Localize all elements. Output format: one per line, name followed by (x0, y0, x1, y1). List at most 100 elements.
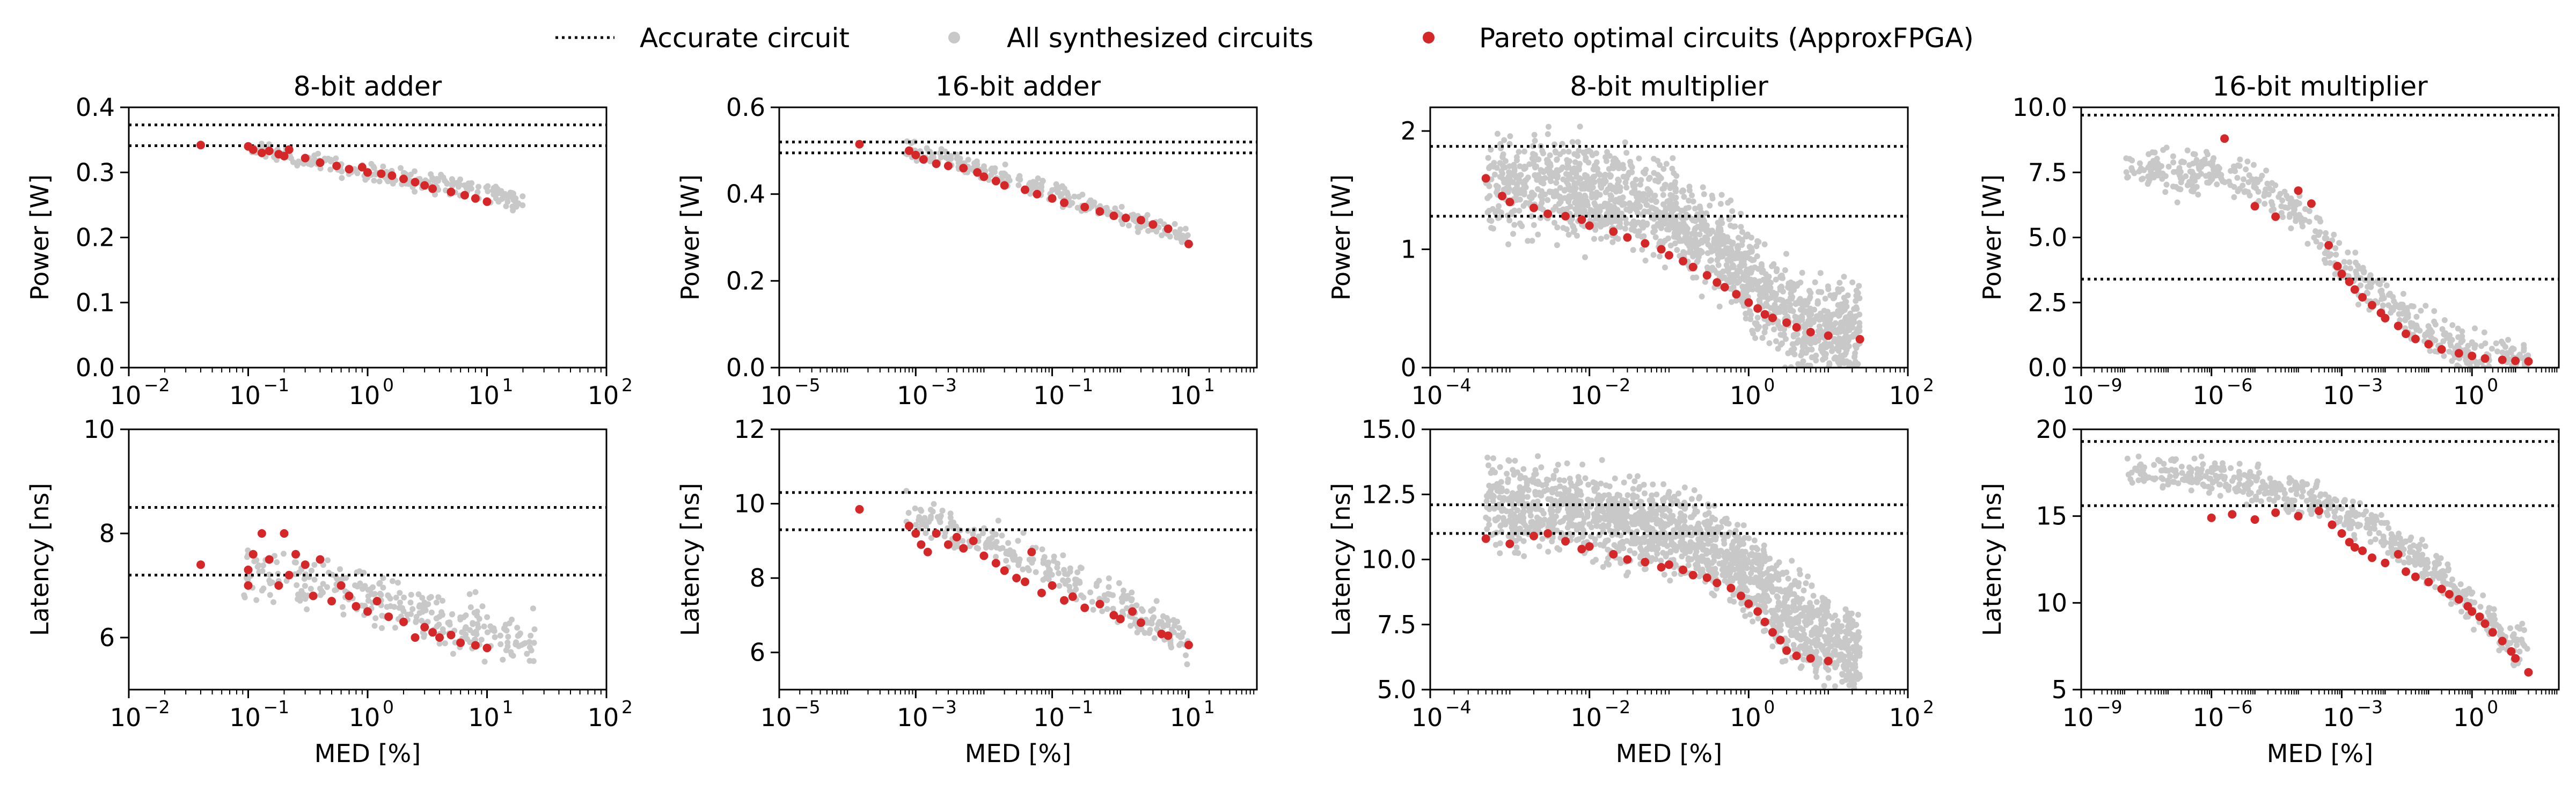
all-circuit-point (1627, 547, 1633, 554)
all-circuit-point (1631, 228, 1638, 234)
all-circuit-point (1598, 480, 1604, 487)
all-circuit-point (2431, 336, 2437, 343)
all-circuit-point (1818, 313, 1824, 319)
plot-area (129, 123, 606, 214)
all-circuit-point (440, 597, 445, 604)
pareto-point (1641, 239, 1650, 248)
all-circuit-point (1176, 230, 1182, 237)
pareto-point (336, 581, 346, 590)
all-circuit-point (1650, 252, 1657, 258)
all-circuit-point (1591, 179, 1598, 185)
all-circuit-point (1841, 274, 1847, 280)
legend-all-marker (948, 32, 960, 43)
all-circuit-point (454, 180, 460, 186)
x-tick-label: 10 (760, 703, 792, 732)
all-circuit-point (1517, 196, 1523, 203)
all-circuit-point (1563, 171, 1569, 177)
all-circuit-point (1707, 258, 1714, 264)
all-circuit-point (1622, 225, 1628, 232)
all-circuit-point (2431, 308, 2438, 314)
all-circuit-point (2147, 163, 2153, 169)
pareto-point (2250, 202, 2259, 211)
all-circuit-point (2311, 235, 2317, 241)
all-circuit-point (1835, 348, 1842, 354)
all-circuit-point (1702, 234, 1708, 240)
all-circuit-point (1783, 251, 1789, 257)
all-circuit-point (266, 577, 273, 584)
all-circuit-point (2237, 156, 2243, 163)
all-circuit-point (484, 629, 491, 635)
x-tick-label: 10 (2062, 381, 2094, 410)
all-circuit-point (1078, 592, 1085, 598)
all-circuit-point (948, 156, 954, 162)
all-circuit-point (2379, 287, 2385, 294)
all-circuit-point (2441, 353, 2447, 359)
pareto-point (1609, 227, 1618, 236)
pareto-point (428, 184, 437, 193)
all-circuit-point (1733, 297, 1739, 304)
all-circuit-point (1172, 221, 1178, 227)
all-circuit-point (2140, 175, 2146, 182)
all-circuit-point (1731, 598, 1737, 605)
all-circuit-point (1839, 623, 1845, 630)
all-circuit-point (1829, 375, 1835, 380)
all-circuit-point (1719, 220, 1725, 226)
pareto-point (2498, 355, 2507, 364)
all-circuit-point (1638, 499, 1644, 505)
all-circuit-point (1598, 219, 1605, 225)
all-circuit-point (390, 180, 396, 187)
panel-p_add8: 10 −2 10 −1 10 0 10 1 10 20.00.10.20.30.48-bit ad… (25, 71, 633, 410)
all-circuit-point (436, 640, 443, 647)
all-circuit-point (2214, 181, 2220, 187)
all-circuit-point (1576, 163, 1582, 170)
all-circuit-point (2352, 250, 2359, 256)
pareto-point (420, 623, 429, 632)
all-circuit-point (433, 599, 440, 606)
all-circuit-point (1754, 314, 1761, 321)
all-circuit-point (1784, 298, 1791, 305)
all-circuit-point (1824, 602, 1831, 608)
x-tick-exponent: −2 (144, 375, 170, 396)
all-circuit-point (2236, 163, 2243, 169)
all-circuit-point (2177, 169, 2184, 175)
x-tick-exponent: 2 (621, 375, 633, 396)
all-circuit-point (2447, 340, 2453, 346)
y-tick-label: 5.0 (2028, 223, 2067, 252)
all-circuit-point (1182, 225, 1189, 232)
all-circuit-point (1072, 576, 1078, 583)
all-circuit-point (1615, 181, 1621, 187)
all-circuit-point (362, 603, 368, 609)
all-circuit-point (1759, 289, 1766, 296)
all-circuit-point (1797, 306, 1804, 313)
all-circuit-point (1631, 186, 1638, 193)
all-circuit-point (1652, 177, 1658, 184)
all-circuit-point (380, 575, 386, 581)
x-tick-exponent: −5 (794, 697, 821, 718)
all-circuit-point (1802, 343, 1808, 350)
all-circuit-point (1099, 608, 1106, 614)
x-tick-label: 10 (897, 703, 928, 732)
all-circuit-point (1497, 550, 1503, 557)
all-circuit-point (1769, 643, 1776, 649)
all-circuit-point (1631, 550, 1638, 557)
pareto-point (1855, 335, 1864, 344)
all-circuit-point (1494, 189, 1499, 196)
all-circuit-point (2231, 194, 2237, 200)
all-circuit-point (1768, 305, 1774, 311)
all-circuit-point (1513, 154, 1520, 160)
panel-title: 8-bit multiplier (1570, 71, 1768, 102)
all-circuit-point (1487, 163, 1494, 170)
all-circuit-point (1563, 179, 1570, 185)
all-circuit-point (1642, 258, 1649, 264)
all-circuit-point (1836, 335, 1842, 341)
all-circuit-point (1790, 347, 1797, 353)
all-circuit-point (1572, 159, 1578, 165)
all-circuit-point (1700, 184, 1706, 191)
all-circuit-point (1690, 251, 1697, 257)
all-circuit-point (1598, 236, 1604, 242)
all-circuit-point (1703, 210, 1709, 216)
all-circuit-point (368, 586, 374, 592)
panel-p_add16: 10 −5 10 −3 10 −1 10 10.00.20.40.616-bit adderP… (676, 71, 1258, 410)
